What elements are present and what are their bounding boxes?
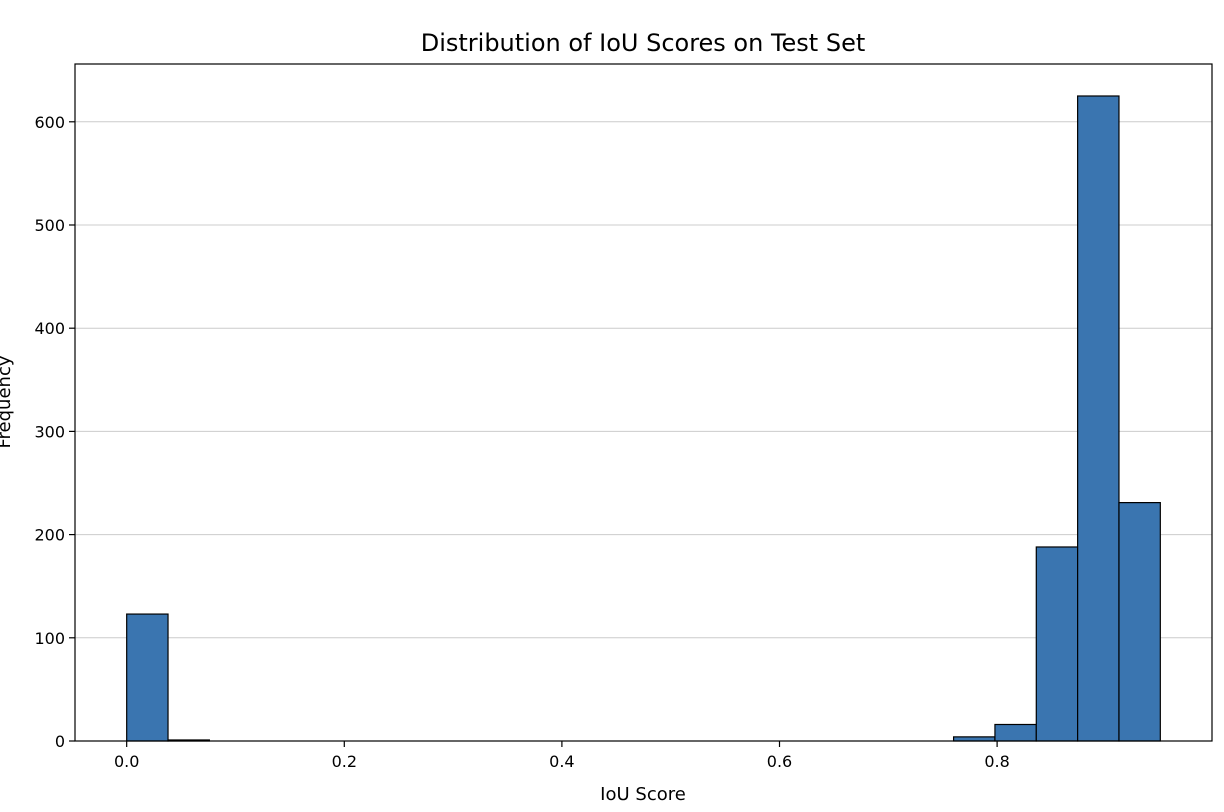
y-tick-label-4: 400 — [34, 319, 65, 338]
histogram-bar-3 — [994, 723, 1037, 742]
x-tick-label-2: 0.4 — [549, 752, 574, 771]
histogram-bar-4 — [1035, 546, 1079, 742]
y-tick-label-0: 0 — [55, 732, 65, 751]
y-tick-label-5: 500 — [34, 216, 65, 235]
x-tick-label-4: 0.8 — [984, 752, 1009, 771]
histogram-bars — [126, 95, 1161, 742]
plot-frame — [74, 63, 1213, 742]
y-axis-ticks: 0 100 200 300 400 500 600 — [34, 113, 75, 751]
histogram-bar-0 — [126, 613, 169, 742]
gridlines — [75, 121, 1212, 742]
y-tick-label-2: 200 — [34, 526, 65, 545]
x-tick-label-0: 0.0 — [114, 752, 139, 771]
y-tick-label-6: 600 — [34, 113, 65, 132]
x-tick-label-1: 0.2 — [332, 752, 357, 771]
x-tick-label-3: 0.6 — [767, 752, 792, 771]
chart-title: Distribution of IoU Scores on Test Set — [421, 29, 866, 57]
y-axis-label: Frequency — [0, 355, 15, 448]
histogram-bar-6 — [1118, 502, 1161, 742]
y-tick-label-3: 300 — [34, 422, 65, 441]
x-axis-label: IoU Score — [600, 784, 686, 805]
x-axis-ticks: 0.0 0.2 0.4 0.6 0.8 — [114, 741, 1010, 771]
histogram-bar-2 — [952, 736, 996, 742]
histogram-bar-5 — [1077, 95, 1120, 742]
y-tick-label-1: 100 — [34, 629, 65, 648]
